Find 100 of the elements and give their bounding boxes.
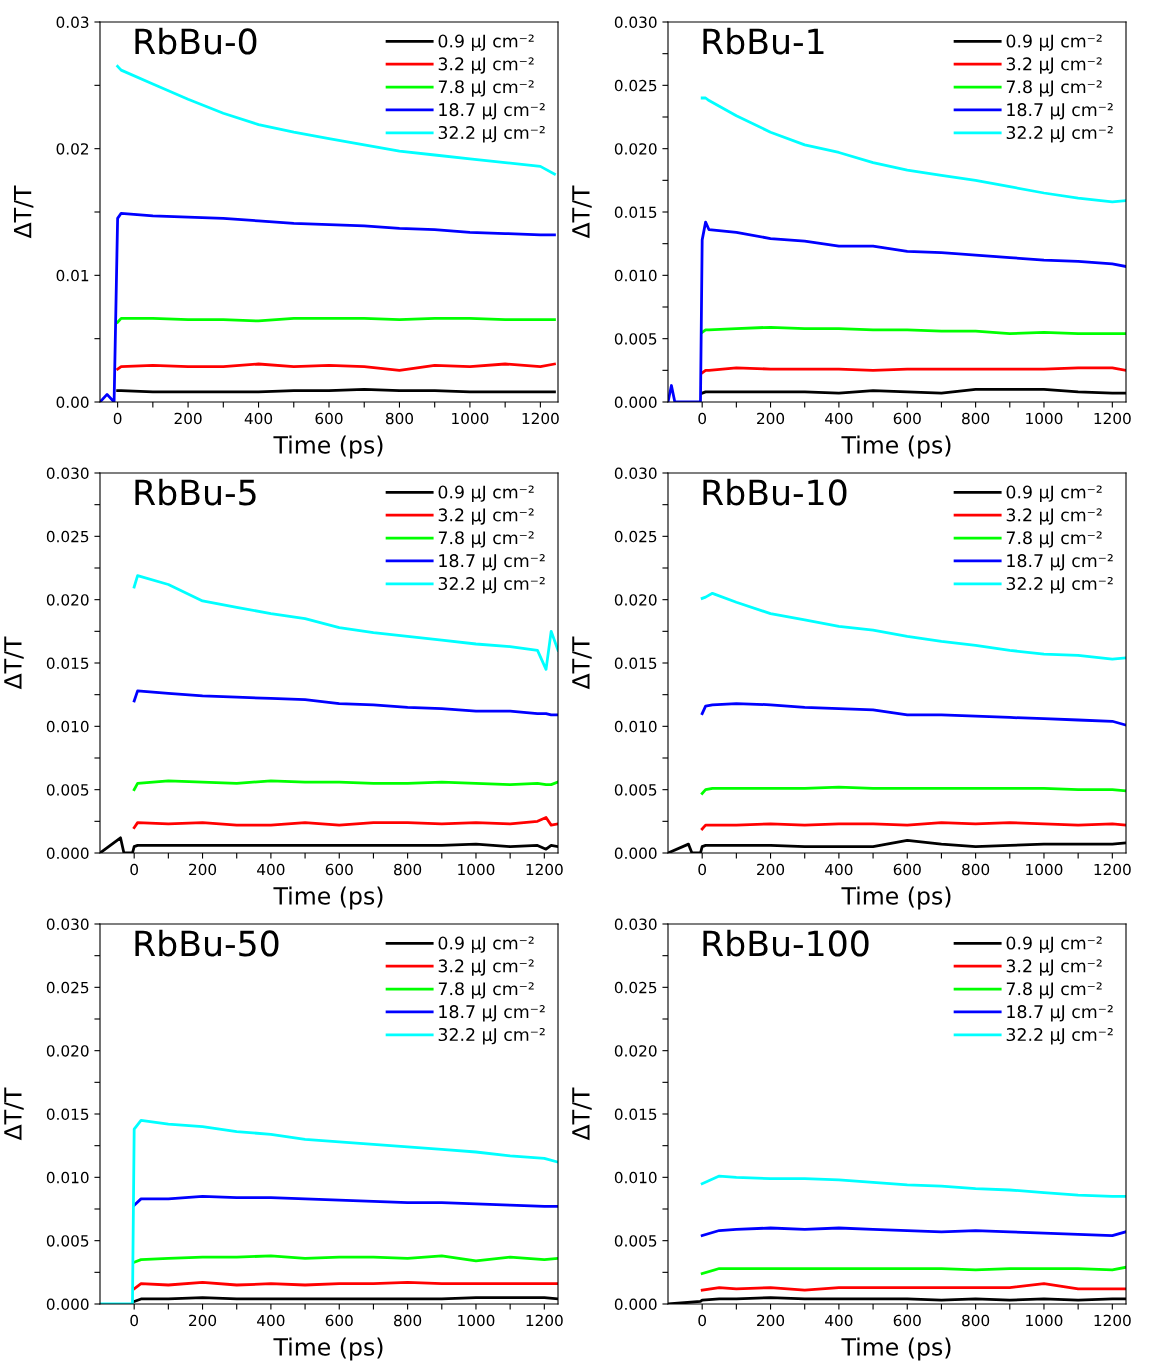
legend-label: 0.9 μJ cm⁻² (1006, 485, 1102, 502)
legend-label: 7.8 μJ cm⁻² (1006, 531, 1102, 548)
y-tick-label: 0.000 (46, 847, 89, 860)
x-tick-label: 600 (893, 863, 921, 876)
x-tick-label: 800 (962, 412, 990, 425)
x-tick-label: 0 (130, 1314, 139, 1327)
x-tick-label: 400 (257, 863, 285, 876)
legend-label: 3.2 μJ cm⁻² (1006, 959, 1102, 976)
y-tick-label: 0.020 (614, 143, 657, 155)
x-tick-label: 0 (698, 412, 707, 425)
legend-label: 3.2 μJ cm⁻² (438, 508, 534, 525)
legend-label: 32.2 μJ cm⁻² (438, 576, 545, 594)
x-tick-label: 400 (825, 1314, 853, 1327)
legend-label: 0.9 μJ cm⁻² (438, 936, 534, 953)
y-tick-label: 0.030 (46, 918, 89, 931)
legend-label: 18.7 μJ cm⁻² (439, 554, 545, 571)
line-series (700, 1226, 1126, 1237)
y-tick-label: 0.010 (46, 1171, 89, 1184)
legend-label: 7.8 μJ cm⁻² (438, 531, 534, 548)
legend-label: 7.8 μJ cm⁻² (438, 80, 534, 97)
x-tick-label: 600 (893, 412, 921, 425)
x-tick-label: 1200 (522, 412, 559, 425)
legend-label: 7.8 μJ cm⁻² (1006, 80, 1102, 97)
x-tick-label: 400 (257, 1314, 285, 1327)
y-tick-label: 0.000 (46, 1298, 89, 1311)
y-tick-label: 0.010 (614, 1171, 657, 1184)
x-axis-title: Time (ps) (273, 435, 383, 459)
legend-label: 0.9 μJ cm⁻² (438, 485, 534, 502)
line-series (700, 1174, 1126, 1198)
y-tick-label: 0.005 (614, 784, 657, 796)
x-tick-label: 800 (394, 863, 422, 876)
x-tick-label: 400 (825, 863, 853, 876)
y-axis-title: ΔT/T (572, 185, 592, 239)
line-series (132, 1254, 558, 1264)
chart-title: RbBu-10 (703, 478, 847, 506)
y-tick-label: 0.025 (614, 79, 657, 92)
legend-label: 0.9 μJ cm⁻² (1006, 936, 1102, 953)
x-tick-label: 1000 (1026, 863, 1063, 876)
legend-label: 3.2 μJ cm⁻² (438, 57, 534, 74)
legend-label: 3.2 μJ cm⁻² (1006, 57, 1102, 74)
x-axis-title: Time (ps) (841, 435, 951, 459)
y-tick-label: 0.015 (614, 657, 657, 670)
line-series (132, 689, 558, 717)
line-series (700, 785, 1126, 795)
y-tick-label: 0.020 (614, 1045, 657, 1057)
x-tick-label: 1200 (526, 863, 563, 876)
line-series (132, 816, 558, 830)
x-tick-label: 600 (315, 412, 343, 425)
legend-label: 0.9 μJ cm⁻² (438, 34, 534, 51)
y-tick-label: 0.025 (614, 530, 657, 543)
x-tick-label: 200 (757, 412, 785, 425)
x-tick-label: 600 (325, 1314, 353, 1327)
line-series (700, 1282, 1126, 1292)
y-tick-label: 0.020 (614, 594, 657, 606)
legend-label: 32.2 μJ cm⁻² (1006, 1027, 1113, 1045)
line-series (116, 362, 556, 372)
line-series (132, 779, 558, 792)
x-tick-label: 1000 (452, 412, 489, 425)
y-tick-label: 0.01 (56, 269, 89, 282)
legend-label: 3.2 μJ cm⁻² (1006, 508, 1102, 525)
x-tick-label: 800 (962, 863, 990, 876)
line-series (132, 574, 558, 671)
line-series (700, 1265, 1126, 1275)
x-axis-title: Time (ps) (273, 886, 383, 910)
y-tick-label: 0.030 (614, 467, 657, 480)
legend-label: 32.2 μJ cm⁻² (438, 125, 545, 143)
y-tick-label: 0.005 (614, 1235, 657, 1247)
legend-label: 7.8 μJ cm⁻² (438, 982, 534, 999)
y-tick-label: 0.020 (46, 594, 89, 606)
x-tick-label: 1000 (1026, 1314, 1063, 1327)
y-tick-label: 0.00 (56, 396, 89, 409)
chart-title: RbBu-0 (135, 27, 257, 55)
line-series (700, 821, 1126, 831)
y-axis-title: ΔT/T (14, 185, 34, 239)
y-tick-label: 0.015 (614, 1108, 657, 1121)
legend-label: 32.2 μJ cm⁻² (438, 1027, 545, 1045)
line-series (132, 1281, 558, 1291)
x-tick-label: 200 (757, 863, 785, 876)
x-tick-label: 0 (130, 863, 139, 876)
x-tick-label: 1000 (458, 1314, 495, 1327)
x-tick-label: 1200 (1094, 1314, 1131, 1327)
y-tick-label: 0.020 (46, 1045, 89, 1057)
legend-label: 18.7 μJ cm⁻² (1007, 554, 1113, 571)
legend-label: 32.2 μJ cm⁻² (1006, 576, 1113, 594)
y-axis-title: ΔT/T (4, 1087, 24, 1141)
legend-label: 18.7 μJ cm⁻² (1007, 103, 1113, 120)
y-tick-label: 0.000 (614, 847, 657, 860)
x-tick-label: 1000 (1026, 412, 1063, 425)
y-tick-label: 0.005 (614, 333, 657, 345)
y-tick-label: 0.025 (46, 530, 89, 543)
x-tick-label: 200 (189, 863, 217, 876)
y-axis-title: ΔT/T (572, 636, 592, 690)
x-tick-label: 1000 (458, 863, 495, 876)
y-axis-title: ΔT/T (572, 1087, 592, 1141)
x-tick-label: 200 (757, 1314, 785, 1327)
y-tick-label: 0.030 (614, 918, 657, 931)
x-tick-label: 1200 (526, 1314, 563, 1327)
x-axis-title: Time (ps) (273, 1337, 383, 1361)
legend-label: 0.9 μJ cm⁻² (1006, 34, 1102, 51)
x-tick-label: 0 (698, 863, 707, 876)
